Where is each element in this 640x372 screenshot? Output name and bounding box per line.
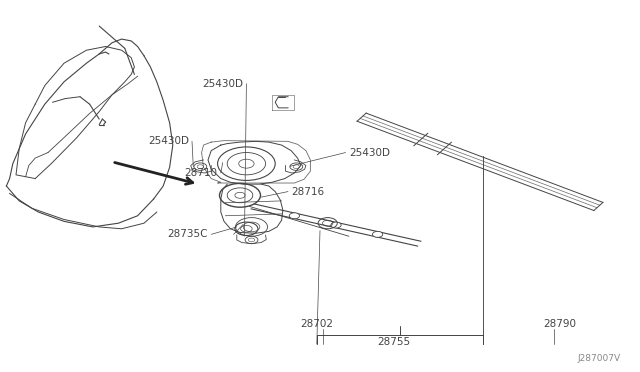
Text: 28790: 28790 bbox=[543, 319, 577, 329]
Circle shape bbox=[372, 231, 383, 237]
Circle shape bbox=[331, 222, 341, 228]
Text: 25430D: 25430D bbox=[349, 148, 390, 157]
Text: J287007V: J287007V bbox=[578, 355, 621, 363]
Text: 25430D: 25430D bbox=[148, 137, 189, 146]
Text: 28735C: 28735C bbox=[168, 230, 208, 239]
Text: 28755: 28755 bbox=[377, 337, 410, 347]
Text: 25430D: 25430D bbox=[202, 79, 243, 89]
Text: 28702: 28702 bbox=[300, 319, 333, 329]
Circle shape bbox=[289, 213, 300, 219]
Text: 28710: 28710 bbox=[184, 168, 218, 178]
Text: 28716: 28716 bbox=[291, 187, 324, 196]
